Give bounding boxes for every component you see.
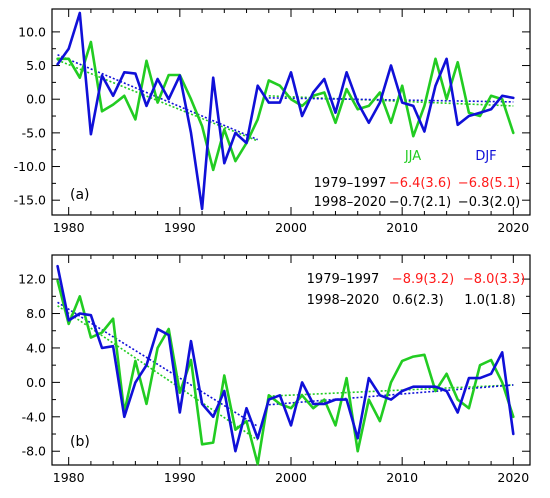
panel-a-series-jja (56, 40, 515, 172)
panel-b-xtick-label: 2000 (275, 470, 307, 485)
panel-a-period-2: 1998–2020 (314, 195, 387, 210)
panel-b-trend-djf-1979 (57, 301, 259, 427)
panel-b-trends (57, 301, 514, 441)
panel-a-ytick-label: 5.0 (26, 58, 46, 73)
panel-a-label: (a) (70, 187, 90, 203)
panel-a-jja-trend-2: −0.7(2.1) (389, 195, 451, 210)
panel-b-xtick-label: 2020 (497, 470, 529, 485)
panel-a-series-djf (56, 11, 515, 211)
panel-a-djf-trend-1: −6.8(5.1) (458, 176, 520, 191)
panel-a-xtick-label: 2010 (386, 220, 418, 235)
panel-b-ytick-label: 12.0 (18, 272, 46, 287)
panel-a: 1980 1990 2000 2010 2020 10.0 5.0 0.0 -5.0 -10.0 -… (14, 8, 531, 235)
panel-a-xtick-label: 2000 (275, 220, 307, 235)
legend-djf: DJF (475, 149, 496, 164)
panel-a-ytick-label: 0.0 (26, 92, 46, 107)
panel-b-xtick-label: 1990 (164, 470, 196, 485)
panel-b-trend-jja-1979 (57, 305, 259, 441)
panel-b-jja-trend-2: 0.6(2.3) (392, 293, 444, 308)
panel-b-frame (51, 254, 531, 466)
panel-a-trend-djf-1979 (57, 54, 258, 141)
panel-b-series (56, 264, 515, 466)
panel-b-label: (b) (70, 434, 90, 450)
panel-a-xtick-label: 1980 (53, 220, 85, 235)
panel-b: 1980 1990 2000 2010 2020 12.0 8.0 4.0 0.0 -4.0 -8.… (18, 254, 531, 485)
legend-jja: JJA (404, 149, 421, 164)
panel-a-ytick-label: -15.0 (14, 193, 46, 208)
panel-b-ytick-label: -4.0 (22, 409, 46, 424)
panel-a-xtick-label: 1990 (164, 220, 196, 235)
panel-a-ytick-label: -5.0 (22, 125, 46, 140)
panel-b-period-1: 1979–1997 (307, 272, 380, 287)
panel-b-djf-trend-1: −8.0(3.3) (463, 272, 525, 287)
panel-b-ytick-label: 4.0 (26, 340, 46, 355)
panel-b-ytick-label: 0.0 (26, 375, 46, 390)
panel-a-ticks: 1980 1990 2000 2010 2020 10.0 5.0 0.0 -5.0 -10.0 -… (14, 9, 530, 235)
panel-a-series (56, 11, 515, 211)
panel-b-period-2: 1998–2020 (307, 293, 380, 308)
panel-b-xtick-label: 2010 (386, 470, 418, 485)
panel-a-djf-trend-2: −0.3(2.0) (458, 195, 520, 210)
panel-b-djf-trend-2: 1.0(1.8) (464, 293, 516, 308)
panel-b-jja-trend-1: −8.9(3.2) (392, 272, 454, 287)
panel-b-series-jja (56, 279, 515, 466)
panel-a-ytick-label: -10.0 (14, 159, 46, 174)
panel-a-period-1: 1979–1997 (314, 176, 387, 191)
panel-a-jja-trend-1: −6.4(3.6) (389, 176, 451, 191)
panel-b-ytick-label: 8.0 (26, 306, 46, 321)
panel-b-trend-djf-1998 (268, 384, 514, 406)
panel-b-ytick-label: -8.0 (22, 444, 46, 459)
panel-b-xtick-label: 1980 (53, 470, 85, 485)
panel-a-xtick-label: 2020 (497, 220, 529, 235)
panel-b-ticks: 1980 1990 2000 2010 2020 12.0 8.0 4.0 0.0 -4.0 -8.… (18, 255, 530, 485)
panel-b-series-djf (56, 264, 515, 453)
panel-a-ytick-label: 10.0 (18, 24, 46, 39)
